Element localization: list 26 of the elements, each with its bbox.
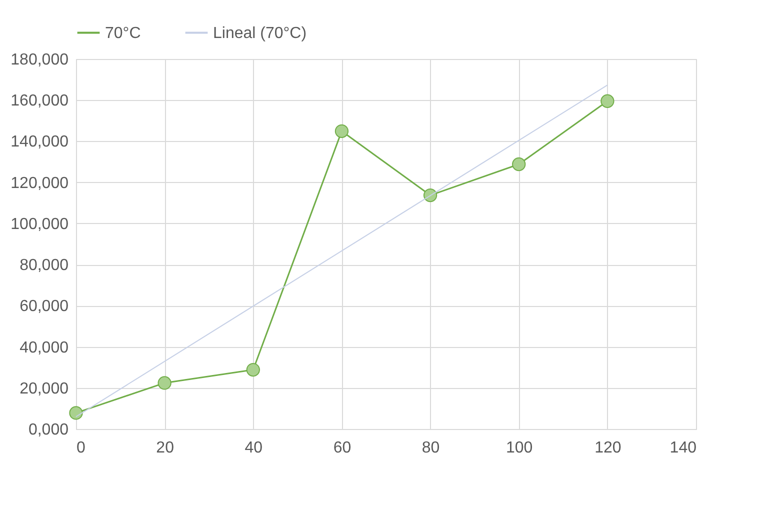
y-tick-label: 160,000 [10, 92, 69, 110]
x-tick-label: 0 [76, 440, 86, 456]
x-tick-label: 80 [422, 440, 440, 456]
x-tick-label: 100 [506, 440, 533, 456]
y-tick-label: 100,000 [10, 216, 69, 233]
y-tick-label: 80,000 [20, 257, 69, 274]
x-tick-label: 140 [670, 440, 697, 456]
x-tick-label: 120 [594, 440, 622, 456]
point [600, 94, 614, 108]
y-tick-label: 0,000 [28, 422, 69, 438]
y-tick-label: 140,000 [10, 134, 69, 151]
point [158, 376, 172, 390]
y-tick-label: 20,000 [20, 380, 69, 398]
legend-label: 70°C [105, 24, 141, 42]
x-tick-label: 60 [333, 440, 352, 456]
point [512, 157, 526, 172]
legend-label: Lineal (70°C) [213, 24, 307, 42]
x-tick-label: 40 [244, 440, 263, 456]
point [69, 406, 83, 420]
x-tick-label: 20 [156, 440, 174, 456]
y-tick-label: 180,000 [10, 52, 69, 68]
point [334, 124, 349, 138]
y-tick-label: 40,000 [20, 339, 69, 356]
y-tick-label: 60,000 [20, 298, 69, 316]
point [246, 362, 260, 377]
y-tick-label: 120,000 [10, 174, 69, 192]
